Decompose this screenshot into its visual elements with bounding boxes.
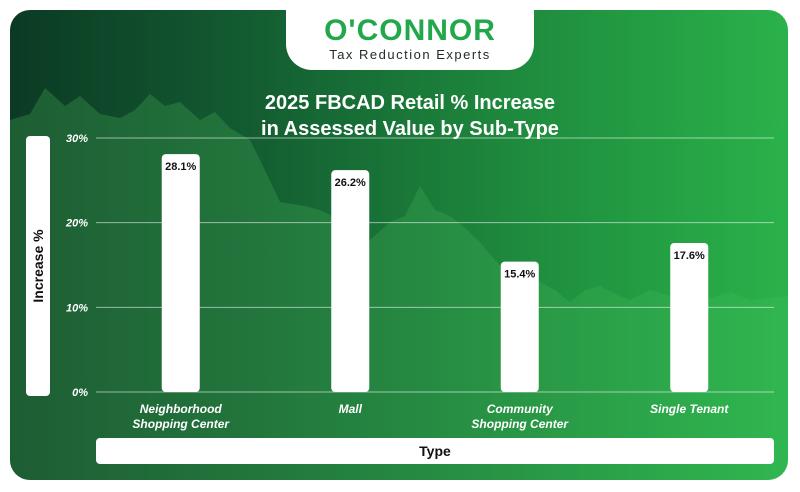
brand-name: O'CONNOR bbox=[324, 14, 496, 47]
y-tick-label: 30% bbox=[66, 133, 88, 145]
data-label: 15.4% bbox=[504, 269, 535, 281]
bar bbox=[500, 261, 539, 392]
chart-title: 2025 FBCAD Retail % Increase in Assessed… bbox=[160, 90, 660, 142]
bar bbox=[331, 170, 370, 392]
x-axis-label: Type bbox=[96, 438, 774, 464]
chart-card: O'CONNOR Tax Reduction Experts 2025 FBCA… bbox=[10, 10, 788, 480]
x-tick-label: Neighborhood Shopping Center bbox=[132, 402, 230, 431]
data-label: 17.6% bbox=[674, 250, 705, 262]
chart-title-line-2: in Assessed Value by Sub-Type bbox=[261, 118, 559, 140]
chart-title-line-1: 2025 FBCAD Retail % Increase bbox=[264, 92, 556, 114]
data-label: 26.2% bbox=[335, 177, 366, 189]
y-tick-label: 0% bbox=[72, 387, 88, 399]
x-tick-label: Mall bbox=[339, 402, 363, 416]
y-tick-label: 10% bbox=[66, 302, 88, 314]
brand-logo: O'CONNOR Tax Reduction Experts bbox=[286, 10, 534, 70]
brand-tagline: Tax Reduction Experts bbox=[329, 47, 491, 62]
bar bbox=[670, 242, 709, 392]
x-tick-label: Community Shopping Center bbox=[471, 402, 569, 431]
x-tick-label: Single Tenant bbox=[650, 402, 729, 416]
y-axis-label-box bbox=[26, 136, 50, 396]
bar bbox=[161, 154, 200, 392]
y-tick-label: 20% bbox=[65, 218, 88, 230]
background-mountain-graphic bbox=[10, 88, 788, 480]
data-label: 28.1% bbox=[165, 161, 196, 173]
